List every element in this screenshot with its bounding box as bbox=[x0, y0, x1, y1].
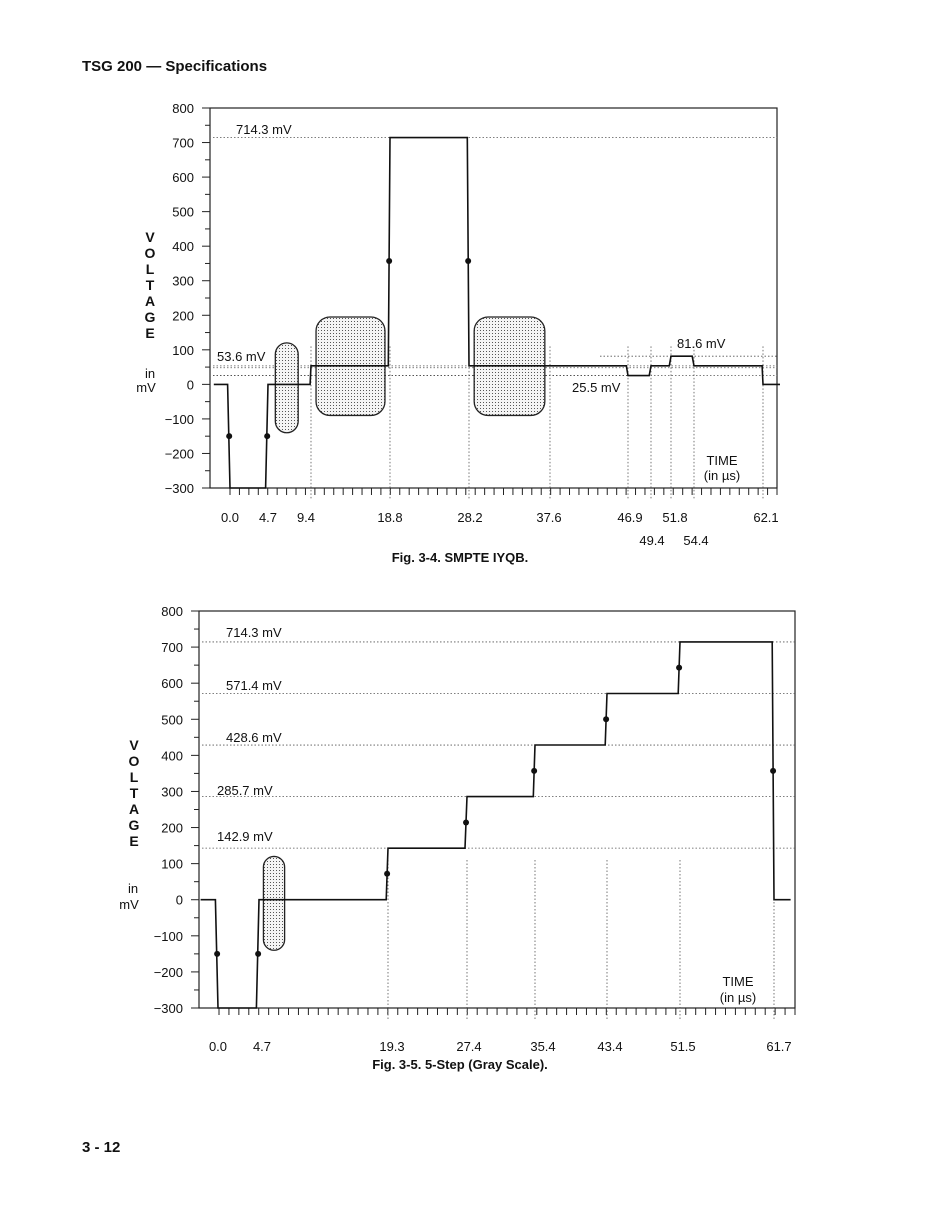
y-tick-label: 600 bbox=[161, 676, 183, 691]
voltage-annotation: 428.6 mV bbox=[226, 730, 282, 745]
y-tick-label: 400 bbox=[172, 239, 194, 254]
y-tick-label: −300 bbox=[165, 481, 194, 496]
waveform-point bbox=[264, 433, 271, 440]
waveform-point bbox=[386, 258, 393, 265]
y-tick-label: 0 bbox=[187, 377, 194, 392]
x-tick-label: 61.7 bbox=[766, 1039, 791, 1054]
waveform-point bbox=[226, 433, 233, 440]
y-tick-label: 500 bbox=[172, 205, 194, 220]
y-tick-label: −300 bbox=[154, 1001, 183, 1016]
chart-5-step-gray-scale: 800 700 600 500 400 300 200 100 0 −100 −200 −300 714… bbox=[119, 604, 796, 1072]
waveform-line bbox=[213, 136, 780, 489]
chroma-burst-region bbox=[274, 342, 299, 434]
waveform-point bbox=[255, 950, 262, 957]
voltage-annotation: 53.6 mV bbox=[217, 349, 266, 364]
chart-smpte-iyqb: 800 700 600 500 400 300 200 100 0 −100 −200 −300 714… bbox=[136, 101, 780, 565]
y-axis-title-letter: V bbox=[129, 737, 139, 753]
x-tick-label: 46.9 bbox=[617, 510, 642, 525]
voltage-annotation: 285.7 mV bbox=[217, 783, 273, 798]
y-tick-label: 800 bbox=[161, 604, 183, 619]
waveform-point bbox=[463, 819, 470, 826]
x-tick-label: 0.0 bbox=[221, 510, 239, 525]
waveform-point bbox=[603, 716, 610, 723]
y-axis-title-letter: E bbox=[145, 325, 154, 341]
figure-caption: Fig. 3-5. 5-Step (Gray Scale). bbox=[372, 1057, 548, 1072]
x-tick-label: 19.3 bbox=[379, 1039, 404, 1054]
x-tick-label: 28.2 bbox=[457, 510, 482, 525]
waveform-point bbox=[770, 767, 777, 774]
waveform-point bbox=[676, 664, 683, 671]
y-tick-label: −100 bbox=[165, 412, 194, 427]
y-axis-title-letter: O bbox=[145, 245, 156, 261]
plot-frame bbox=[209, 107, 778, 489]
y-tick-label: −200 bbox=[165, 446, 194, 461]
y-axis-title-letter: G bbox=[145, 309, 156, 325]
y-tick-label: −100 bbox=[154, 929, 183, 944]
y-axis-title-letter: A bbox=[129, 801, 139, 817]
x-axis-unit: (in µs) bbox=[704, 468, 740, 483]
x-tick-label: 0.0 bbox=[209, 1039, 227, 1054]
voltage-annotation: 714.3 mV bbox=[236, 122, 292, 137]
page-header: TSG 200 — Specifications bbox=[82, 58, 268, 75]
y-tick-label: 200 bbox=[172, 308, 194, 323]
y-tick-label: 400 bbox=[161, 748, 183, 763]
x-tick-label: 4.7 bbox=[253, 1039, 271, 1054]
y-axis-unit: mV bbox=[119, 897, 139, 912]
y-axis-unit: mV bbox=[136, 380, 156, 395]
waveform-point bbox=[214, 950, 221, 957]
waveform-point bbox=[531, 767, 538, 774]
chroma-burst-region bbox=[262, 855, 286, 951]
y-tick-label: 0 bbox=[176, 893, 183, 908]
y-axis-title-letter: E bbox=[129, 833, 138, 849]
figure-caption: Fig. 3-4. SMPTE IYQB. bbox=[392, 550, 529, 565]
y-axis-title-letter: L bbox=[130, 769, 139, 785]
voltage-annotation: 571.4 mV bbox=[226, 678, 282, 693]
y-tick-label: −200 bbox=[154, 965, 183, 980]
plot-frame bbox=[198, 610, 796, 1009]
y-axis-title-letter: V bbox=[145, 229, 155, 245]
x-tick-label: 54.4 bbox=[683, 533, 708, 548]
x-tick-label: 4.7 bbox=[259, 510, 277, 525]
y-tick-label: 100 bbox=[161, 857, 183, 872]
x-tick-label: 51.5 bbox=[670, 1039, 695, 1054]
page-number: 3 - 12 bbox=[82, 1139, 121, 1156]
y-axis-title-letter: A bbox=[145, 293, 155, 309]
x-tick-label: 9.4 bbox=[297, 510, 315, 525]
y-tick-label: 300 bbox=[161, 784, 183, 799]
y-axis-title-letter: L bbox=[146, 261, 155, 277]
y-axis-unit: in bbox=[145, 366, 155, 381]
voltage-annotation: 25.5 mV bbox=[572, 380, 621, 395]
y-tick-label: 300 bbox=[172, 274, 194, 289]
y-tick-label: 700 bbox=[161, 640, 183, 655]
voltage-annotation: 142.9 mV bbox=[217, 829, 273, 844]
x-tick-label: 62.1 bbox=[753, 510, 778, 525]
x-axis-title: TIME bbox=[706, 453, 737, 468]
y-tick-label: 700 bbox=[172, 136, 194, 151]
y-axis-title-letter: T bbox=[130, 785, 139, 801]
y-axis-title-letter: T bbox=[146, 277, 155, 293]
x-tick-label: 37.6 bbox=[536, 510, 561, 525]
y-tick-label: 800 bbox=[172, 101, 194, 116]
voltage-annotation: 714.3 mV bbox=[226, 625, 282, 640]
x-tick-label: 27.4 bbox=[456, 1039, 481, 1054]
y-tick-label: 200 bbox=[161, 821, 183, 836]
y-tick-label: 600 bbox=[172, 170, 194, 185]
waveform-point bbox=[384, 870, 391, 877]
x-tick-label: 35.4 bbox=[530, 1039, 555, 1054]
waveform-line bbox=[200, 641, 791, 1009]
y-tick-label: 100 bbox=[172, 343, 194, 358]
x-tick-label: 51.8 bbox=[662, 510, 687, 525]
x-tick-label: 49.4 bbox=[639, 533, 664, 548]
voltage-annotation: 81.6 mV bbox=[677, 336, 726, 351]
x-tick-label: 18.8 bbox=[377, 510, 402, 525]
waveform-point bbox=[465, 258, 472, 265]
y-tick-label: 500 bbox=[161, 712, 183, 727]
x-axis-unit: (in µs) bbox=[720, 990, 756, 1005]
y-axis-unit: in bbox=[128, 881, 138, 896]
y-axis-title-letter: G bbox=[129, 817, 140, 833]
x-tick-label: 43.4 bbox=[597, 1039, 622, 1054]
x-axis-title: TIME bbox=[722, 974, 753, 989]
y-axis-title-letter: O bbox=[129, 753, 140, 769]
